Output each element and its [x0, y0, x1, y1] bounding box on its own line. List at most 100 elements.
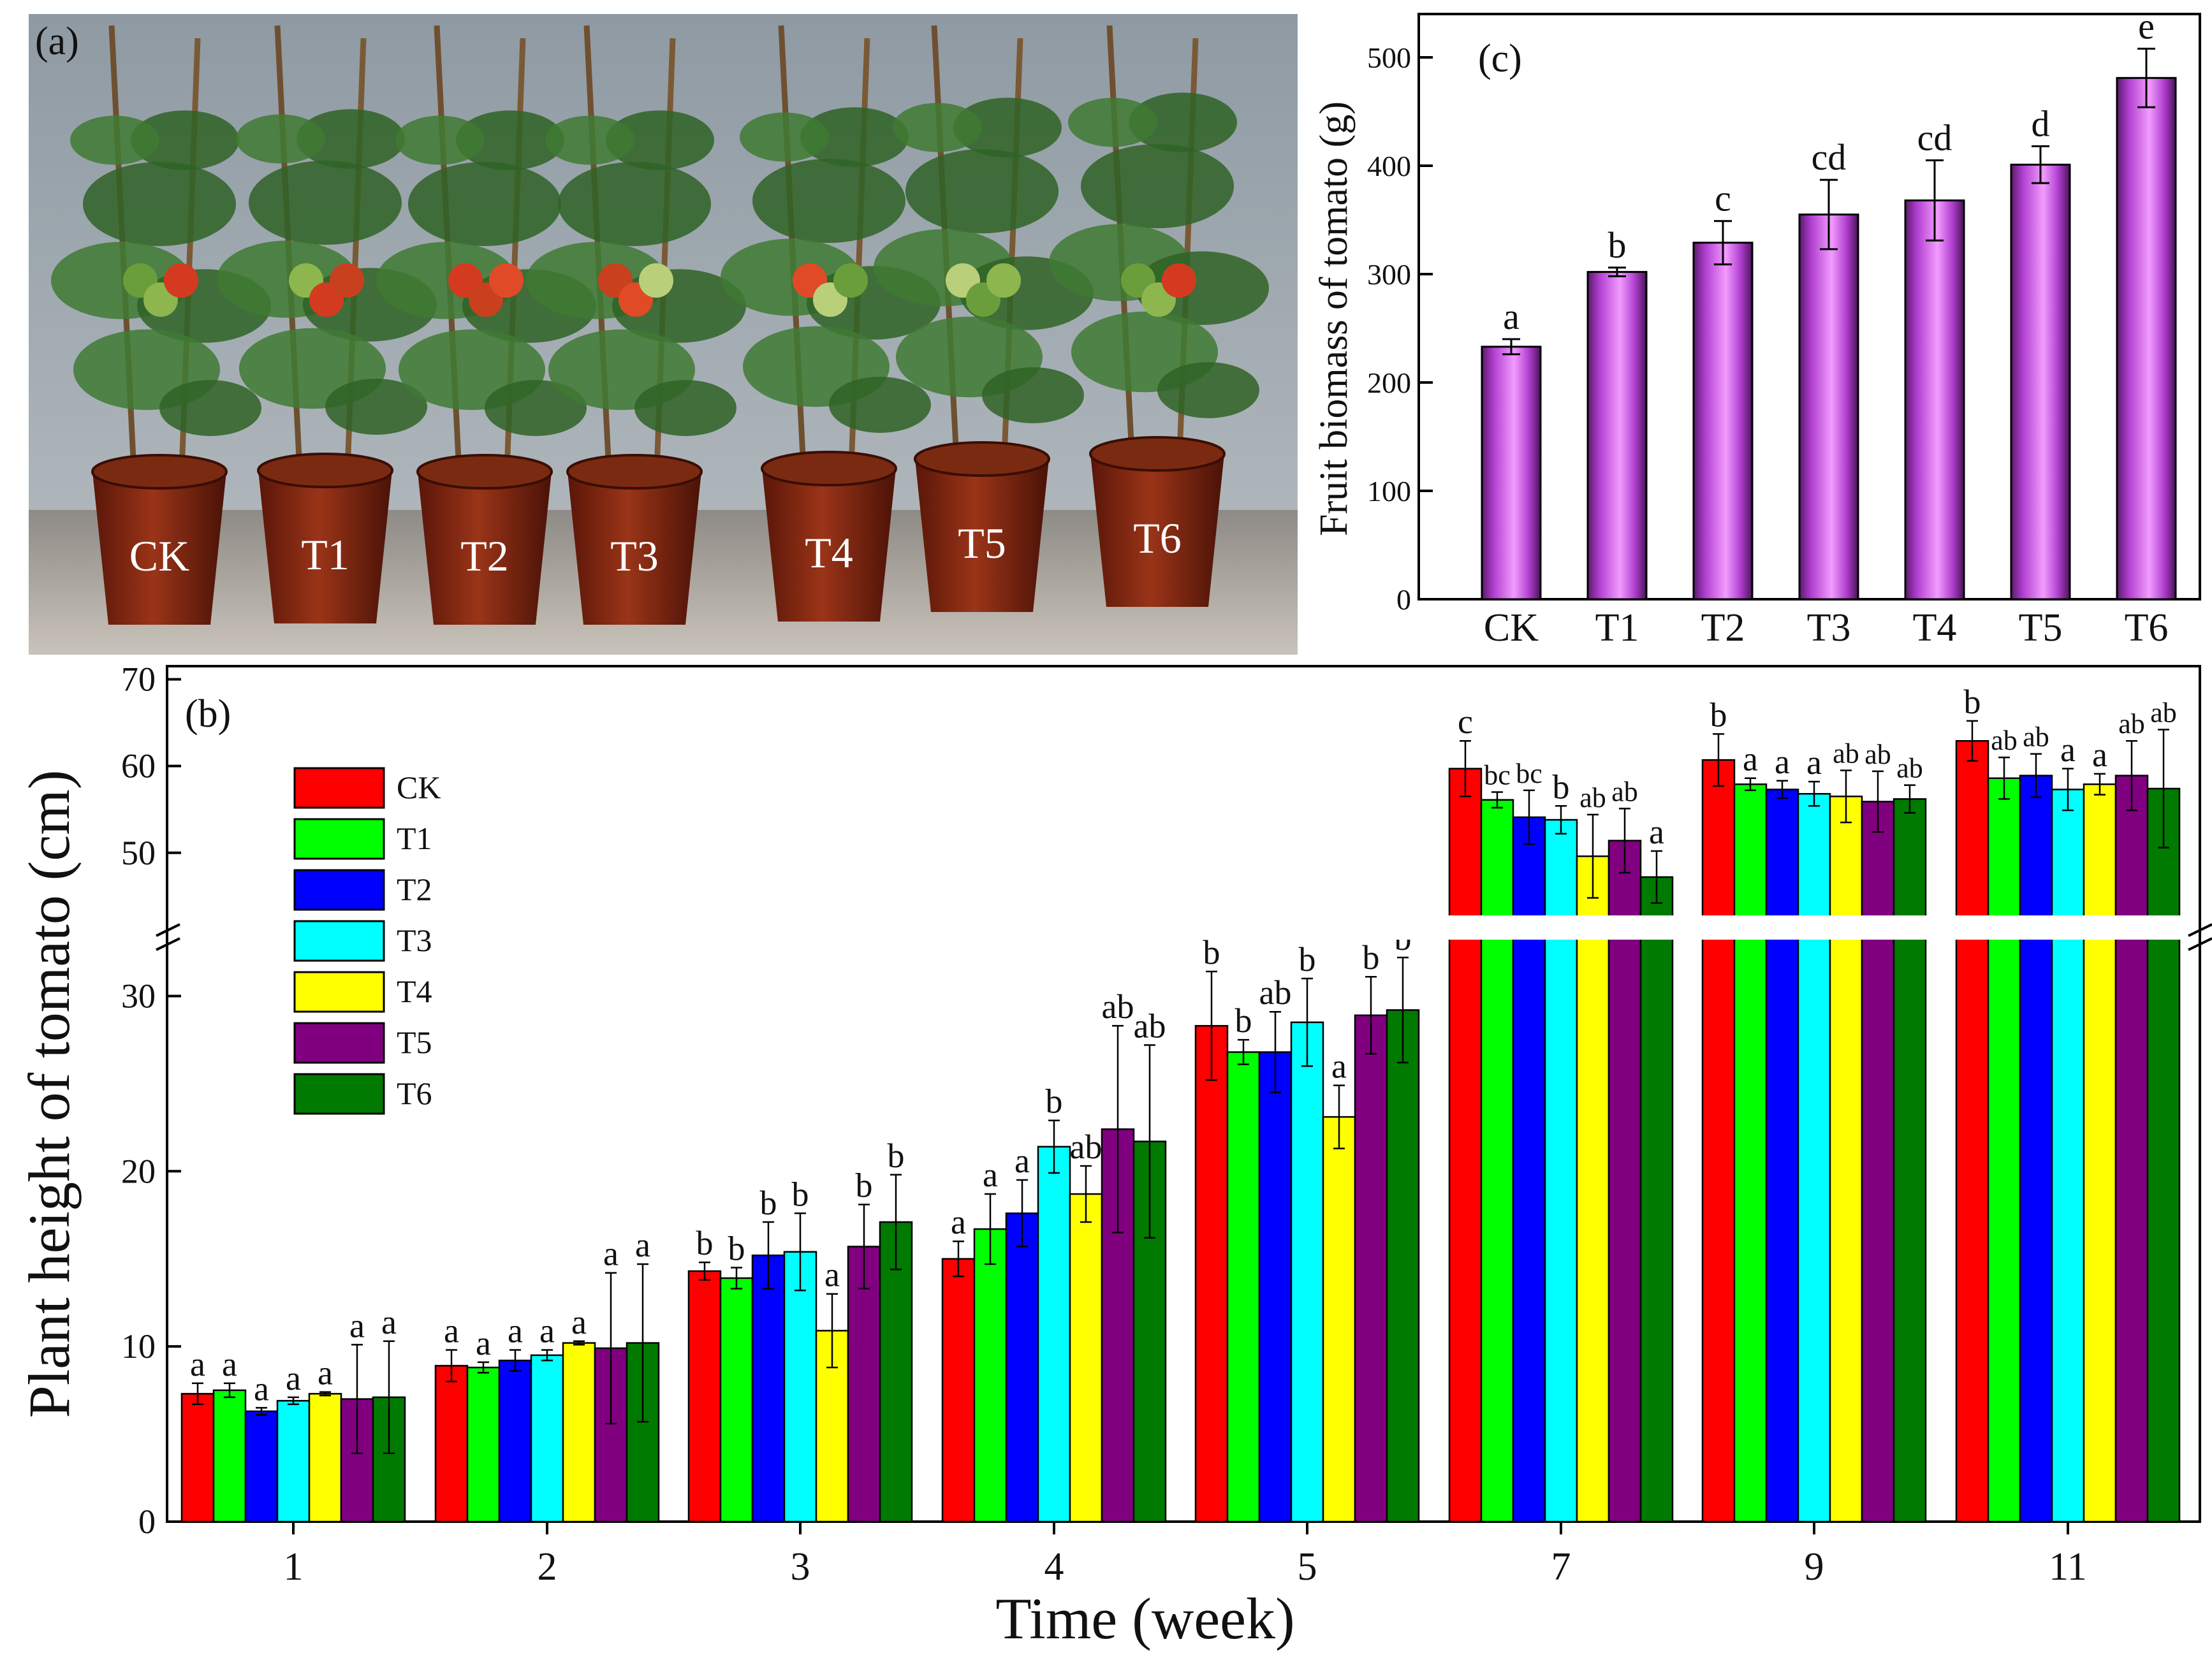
- panel-b-bars: aaaaaaaaaaaaaabbbbabbaaababababbbabbabbc…: [180, 683, 2181, 1523]
- pot: [258, 470, 392, 623]
- bar-t5: [2010, 163, 2071, 601]
- significance-label: b: [1710, 695, 1727, 734]
- significance-label: a: [1014, 1142, 1030, 1180]
- bar-t5-week-7: [1608, 840, 1642, 1523]
- panel-c-x-tick-labels: CK T1 T2 T3 T4 T5 T6: [1484, 606, 2169, 650]
- legend-label-t6: T6: [397, 1075, 432, 1111]
- bar-t6-week-5: [1386, 1009, 1420, 1523]
- leaf-cluster: [634, 380, 736, 436]
- significance-label: b: [1964, 683, 1981, 721]
- pot-label: T3: [610, 532, 659, 580]
- significance-label: a: [190, 1345, 205, 1383]
- panel-a-photo: CK T1 T2 T3 T4 T5 T6 (a): [29, 14, 1298, 655]
- panel-b-legend: CK T1 T2 T3 T4 T5 T6: [293, 767, 441, 1115]
- tomato-fruit: [1162, 263, 1196, 298]
- x-tick-label: 1: [284, 1545, 304, 1589]
- bar-t3-week-1: [276, 1400, 311, 1523]
- legend-swatch-t5: [293, 1022, 385, 1064]
- significance-label: c: [1715, 178, 1731, 219]
- legend-swatch-ck: [293, 767, 385, 809]
- pot: [915, 459, 1049, 612]
- bar-ck: [1481, 346, 1542, 601]
- significance-label: b: [760, 1184, 777, 1222]
- x-tick-label: T5: [2019, 606, 2063, 650]
- break-mark: [156, 937, 180, 951]
- leaf-cluster: [456, 110, 564, 170]
- x-tick-label: T2: [1701, 606, 1745, 650]
- y-tick-label: 30: [121, 977, 156, 1015]
- x-tick-label: T4: [1913, 606, 1957, 650]
- group-week-5: bbabbabb: [1194, 919, 1420, 1523]
- y-tick-label: 50: [121, 834, 156, 872]
- leaf-cluster: [1081, 144, 1234, 228]
- significance-label: a: [951, 1203, 966, 1241]
- significance-label: b: [1235, 1001, 1252, 1040]
- significance-label: a: [508, 1312, 523, 1350]
- pot-label: T1: [301, 530, 349, 579]
- bar-t6: [2116, 76, 2177, 601]
- leaf-cluster: [83, 162, 236, 246]
- significance-label: ab: [1134, 1007, 1166, 1045]
- significance-label: a: [381, 1303, 397, 1341]
- legend-swatch-t3: [293, 920, 385, 962]
- leaf-cluster: [829, 377, 931, 433]
- pot-label: CK: [129, 532, 189, 580]
- x-tick-label: 7: [1551, 1545, 1571, 1589]
- significance-label: ab: [1070, 1128, 1102, 1166]
- bar-t4-week-5: [1322, 1116, 1356, 1523]
- bar-t4-week-4: [1069, 1193, 1103, 1523]
- significance-label: ab: [1864, 739, 1891, 770]
- significance-label: bc: [1484, 760, 1511, 791]
- panel-c-y-axis-title: Fruit biomass of tomato (g): [1312, 101, 1356, 536]
- y-tick-label: 60: [121, 747, 156, 785]
- bar-t3: [1798, 214, 1859, 601]
- panel-b-x-tick-labels: 1 2 3 4 5 7 9 11: [284, 1522, 2087, 1589]
- panel-a-label: (a): [35, 20, 79, 63]
- significance-label: a: [983, 1156, 998, 1194]
- significance-label: ab: [1259, 973, 1292, 1012]
- bar-t2-week-1: [244, 1410, 279, 1523]
- y-tick-label: 100: [1367, 475, 1411, 507]
- plant-t3: T3: [526, 25, 746, 625]
- tomato-plants: CK T1 T2 T3 T4 T5 T6: [51, 25, 1269, 625]
- panel-b-frame: [166, 665, 2201, 1523]
- bar-t2-week-5: [1258, 1051, 1293, 1523]
- leaf-cluster: [905, 149, 1058, 233]
- bar-ck-week-3: [687, 1270, 722, 1523]
- legend-swatch-t2: [293, 869, 385, 911]
- group-week-2: a a a a aa a: [434, 1226, 660, 1523]
- leaf-cluster: [982, 367, 1084, 423]
- pot: [1090, 454, 1224, 607]
- bar-t2-week-2: [498, 1359, 532, 1523]
- bar-t4-week-1: [308, 1393, 342, 1523]
- bar-t1-week-1: [212, 1389, 247, 1523]
- bar-ck-week-4: [941, 1258, 976, 1523]
- significance-label: a: [318, 1354, 333, 1392]
- y-tick-label: 400: [1367, 150, 1411, 182]
- bar-t4-week-9: [1829, 796, 1863, 1523]
- significance-label: a: [349, 1306, 365, 1344]
- panel-b-y-axis-title: Plant height of tomato (cm): [17, 770, 82, 1418]
- pot-label: T6: [1133, 514, 1182, 562]
- bar-t2-week-3: [751, 1254, 786, 1523]
- bar-t2-week-11: [2019, 775, 2053, 1523]
- legend-label-t4: T4: [397, 973, 432, 1009]
- bar-t4-week-2: [562, 1342, 596, 1523]
- bar-t1-week-11: [1987, 777, 2021, 1523]
- bar-t4-week-7: [1576, 855, 1610, 1523]
- panel-c-label: (c): [1478, 37, 1522, 80]
- axis-break-gap: [168, 915, 2199, 940]
- significance-label: e: [2138, 5, 2155, 47]
- bar-t1-week-4: [973, 1228, 1007, 1523]
- bar-t5-week-5: [1354, 1014, 1388, 1523]
- significance-label: a: [539, 1312, 555, 1350]
- bar-t1-week-3: [719, 1277, 754, 1523]
- y-tick-label: 200: [1367, 367, 1411, 399]
- leaf-cluster: [558, 162, 711, 246]
- bar-ck-week-9: [1701, 759, 1736, 1523]
- y-tick-label: 70: [121, 660, 156, 699]
- significance-label: a: [571, 1303, 587, 1341]
- significance-label: d: [2032, 103, 2050, 144]
